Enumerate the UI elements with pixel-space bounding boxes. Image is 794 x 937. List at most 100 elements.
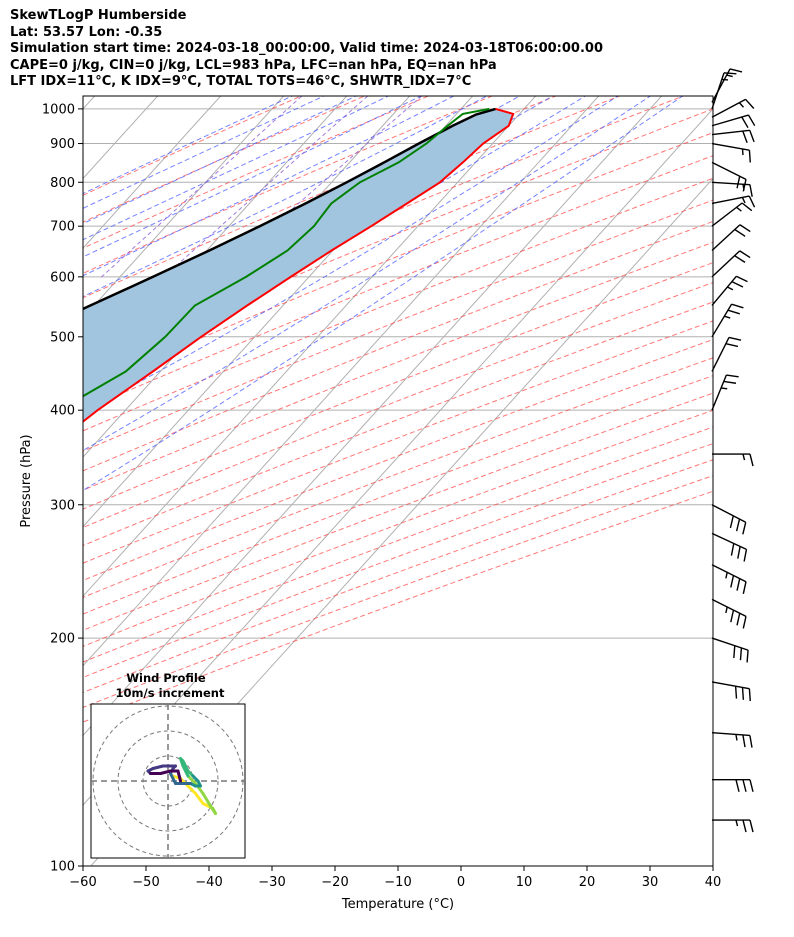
y-axis-label: Pressure (hPa) xyxy=(19,434,34,527)
barb-flag xyxy=(734,255,746,263)
wind-barb xyxy=(711,195,756,208)
barb-shaft xyxy=(711,224,741,252)
parcel-profile-line xyxy=(83,107,496,311)
barb-flag xyxy=(749,735,753,748)
barb-flag xyxy=(736,275,748,283)
moist-adiabat xyxy=(83,96,294,195)
wind-barb xyxy=(711,129,755,143)
x-tick-label: −30 xyxy=(258,875,285,890)
x-tick-label: 20 xyxy=(579,875,596,890)
dry-adiabat xyxy=(83,475,713,708)
barb-shaft xyxy=(711,564,747,583)
barb-flag xyxy=(735,779,740,792)
dry-adiabat xyxy=(83,375,713,615)
x-axis-label: Temperature (°C) xyxy=(341,897,454,912)
wind-barb xyxy=(711,181,753,197)
barb-flag xyxy=(736,176,741,189)
barb-flag xyxy=(749,819,754,833)
hodograph-segment xyxy=(159,769,172,775)
barb-half-flag xyxy=(725,572,728,579)
barb-flag xyxy=(749,130,755,143)
barb-flag xyxy=(733,645,736,659)
dry-adiabat xyxy=(83,96,494,274)
cape-cin-area xyxy=(83,108,514,422)
title-block: SkewTLogP Humberside Lat: 53.57 Lon: -0.… xyxy=(10,8,790,91)
barb-flag xyxy=(748,150,751,163)
y-tick-label: 200 xyxy=(50,632,75,647)
barb-flag xyxy=(749,453,754,467)
location-line: Lat: 53.57 Lon: -0.35 xyxy=(10,24,163,40)
barb-flag xyxy=(730,543,735,556)
barb-flag xyxy=(731,303,744,309)
barb-flag xyxy=(741,116,749,129)
barb-flag xyxy=(742,581,747,594)
hodograph-segment xyxy=(201,792,212,808)
barb-half-flag xyxy=(735,734,738,741)
dry-adiabat xyxy=(83,96,366,223)
dry-adiabat xyxy=(83,96,430,249)
x-axis: −60 −50 −40 −30 −20 −10 0 10 20 30 40 xyxy=(69,866,721,890)
x-tick-label: −20 xyxy=(321,875,348,890)
y-tick-label: 900 xyxy=(50,137,75,152)
barb-flag xyxy=(742,522,747,535)
barb-half-flag xyxy=(735,819,739,827)
y-tick-label: 500 xyxy=(50,330,75,345)
y-axis: 1000 900 800 700 600 500 400 300 200 100 xyxy=(42,102,83,875)
wind-barbs xyxy=(711,68,756,833)
x-tick-label: −60 xyxy=(69,875,96,890)
hodograph-inset: Wind Profile 10m/s increment xyxy=(90,671,246,859)
isotherm-line xyxy=(83,96,222,249)
barb-half-flag xyxy=(724,315,731,319)
barb-half-flag xyxy=(725,606,728,614)
x-tick-label: 0 xyxy=(457,875,465,890)
dry-adiabat xyxy=(83,177,713,432)
wind-barb xyxy=(712,779,754,792)
wind-barb xyxy=(711,504,747,535)
x-tick-label: −40 xyxy=(195,875,222,890)
dry-adiabat xyxy=(83,220,713,472)
hodograph-ring xyxy=(117,730,219,832)
barb-half-flag xyxy=(742,453,746,461)
barb-half-flag xyxy=(742,184,745,191)
hodograph-segment xyxy=(186,784,197,795)
wind-barb xyxy=(711,68,743,103)
dry-adiabat xyxy=(83,426,713,663)
barb-half-flag xyxy=(720,387,728,390)
barb-flag xyxy=(731,281,744,288)
hodograph-segment xyxy=(181,759,190,773)
barb-half-flag xyxy=(727,286,734,291)
wind-barb xyxy=(711,72,737,110)
barb-flag xyxy=(748,195,756,208)
indices-line: LFT IDX=11°C, K IDX=9°C, TOTAL TOTS=46°C… xyxy=(10,74,472,89)
barb-flag xyxy=(742,616,747,629)
barb-flag xyxy=(723,380,737,384)
barb-shaft xyxy=(711,68,731,103)
dry-adiabat xyxy=(83,96,558,299)
barb-flag xyxy=(747,114,756,127)
moist-adiabat xyxy=(83,96,326,209)
y-tick-label: 100 xyxy=(50,860,75,875)
wind-barb xyxy=(711,224,751,252)
wind-barb xyxy=(711,731,753,748)
x-tick-label: −50 xyxy=(132,875,159,890)
barb-flag xyxy=(749,184,753,197)
barb-shaft xyxy=(711,681,750,690)
y-tick-label: 800 xyxy=(50,176,75,191)
barb-shaft xyxy=(711,731,750,737)
temperature-profile-line xyxy=(83,107,515,423)
barb-flag xyxy=(736,578,741,591)
wind-barb xyxy=(711,374,739,411)
mixing-ratio-line xyxy=(101,96,303,278)
barb-flag xyxy=(745,98,755,109)
y-tick-label: 400 xyxy=(50,404,75,419)
barb-flag xyxy=(727,309,740,315)
x-tick-label: −10 xyxy=(384,875,411,890)
barb-flag xyxy=(749,779,754,792)
dry-adiabat xyxy=(83,490,713,723)
wind-barb xyxy=(711,98,755,118)
dry-adiabat xyxy=(83,199,713,452)
wind-barb xyxy=(711,250,751,278)
cape-line: CAPE=0 j/kg, CIN=0 j/kg, LCL=983 hPa, LF… xyxy=(10,57,497,73)
dry-adiabat xyxy=(83,320,713,564)
